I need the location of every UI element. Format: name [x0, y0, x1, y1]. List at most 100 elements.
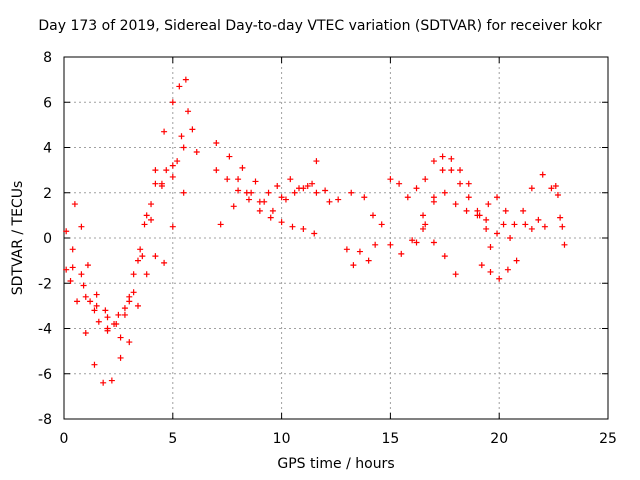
- data-point: [539, 171, 546, 178]
- data-point: [91, 361, 98, 368]
- x-tick-label: 0: [60, 431, 69, 447]
- data-point: [452, 201, 459, 208]
- data-point: [278, 219, 285, 226]
- data-point: [513, 257, 520, 264]
- data-point: [63, 228, 70, 235]
- data-point: [561, 241, 568, 248]
- data-point: [152, 253, 159, 260]
- data-point: [535, 216, 542, 223]
- data-point: [485, 201, 492, 208]
- y-tick-label: 6: [43, 95, 52, 111]
- data-point: [176, 83, 183, 90]
- data-point: [378, 221, 385, 228]
- data-point: [148, 216, 155, 223]
- data-point: [137, 246, 144, 253]
- data-point: [189, 126, 196, 133]
- data-point: [300, 185, 307, 192]
- series-sat-b: [71, 133, 185, 327]
- data-point: [507, 235, 514, 241]
- data-point: [502, 207, 509, 214]
- data-point: [457, 180, 464, 187]
- data-point: [465, 180, 472, 187]
- data-point: [141, 221, 148, 228]
- data-point: [169, 173, 176, 180]
- data-point: [115, 311, 122, 318]
- data-point: [422, 221, 429, 228]
- data-point: [465, 194, 472, 201]
- data-point: [289, 223, 296, 230]
- chart-title: Day 173 of 2019, Sidereal Day-to-day VTE…: [38, 18, 602, 34]
- data-point: [82, 293, 89, 300]
- data-point: [67, 277, 74, 284]
- data-point: [559, 223, 566, 230]
- data-point: [235, 187, 242, 194]
- data-point: [185, 108, 192, 115]
- data-point: [430, 239, 437, 246]
- data-point: [78, 271, 85, 278]
- data-point: [409, 237, 416, 244]
- data-point: [487, 244, 494, 251]
- data-point: [163, 167, 170, 174]
- series-sat-t: [552, 182, 568, 248]
- data-point: [309, 180, 316, 187]
- data-point: [91, 307, 98, 314]
- series-sat-r: [487, 221, 514, 251]
- data-point: [528, 225, 535, 232]
- data-point: [93, 302, 100, 309]
- data-point: [522, 221, 529, 228]
- data-point: [134, 302, 141, 309]
- data-point: [335, 196, 342, 203]
- y-tick-label: -4: [38, 322, 52, 338]
- data-point: [152, 167, 159, 174]
- data-point: [169, 99, 176, 106]
- data-point: [452, 271, 459, 278]
- series-sat-g: [213, 139, 320, 201]
- data-point: [269, 207, 276, 214]
- data-point: [557, 214, 564, 221]
- data-point: [134, 257, 141, 264]
- x-tick-label: 10: [273, 431, 291, 447]
- data-point: [169, 162, 176, 169]
- data-point: [93, 291, 100, 298]
- data-point: [441, 253, 448, 260]
- data-point: [476, 212, 483, 219]
- data-point: [300, 225, 307, 232]
- data-point: [213, 167, 220, 174]
- data-point: [180, 144, 187, 151]
- data-point: [483, 225, 490, 232]
- data-point: [420, 225, 427, 232]
- data-point: [139, 253, 146, 260]
- data-point: [245, 196, 252, 203]
- data-point: [520, 207, 527, 214]
- data-point: [287, 176, 294, 183]
- y-tick-label: 8: [43, 50, 52, 66]
- series-sat-h: [213, 167, 318, 237]
- data-point: [511, 221, 518, 228]
- data-point: [413, 185, 420, 192]
- data-point: [494, 194, 501, 201]
- data-point: [548, 185, 555, 192]
- y-tick-label: -2: [38, 276, 52, 292]
- y-tick-label: -6: [38, 367, 52, 383]
- data-point: [69, 264, 76, 271]
- data-point: [230, 203, 237, 210]
- data-point: [439, 153, 446, 160]
- data-point: [448, 155, 455, 162]
- data-point: [265, 189, 272, 196]
- x-tick-label: 20: [490, 431, 508, 447]
- data-point: [404, 194, 411, 201]
- y-tick-label: -8: [38, 412, 52, 428]
- data-point: [441, 189, 448, 196]
- data-point: [152, 180, 159, 187]
- data-point: [278, 194, 285, 201]
- data-point: [369, 212, 376, 219]
- data-point: [311, 230, 318, 237]
- data-point: [348, 189, 355, 196]
- data-point: [356, 248, 363, 255]
- series-sat-l: [369, 155, 472, 246]
- data-point: [161, 128, 168, 135]
- data-point: [430, 194, 437, 201]
- data-point: [117, 334, 124, 341]
- data-point: [121, 305, 128, 312]
